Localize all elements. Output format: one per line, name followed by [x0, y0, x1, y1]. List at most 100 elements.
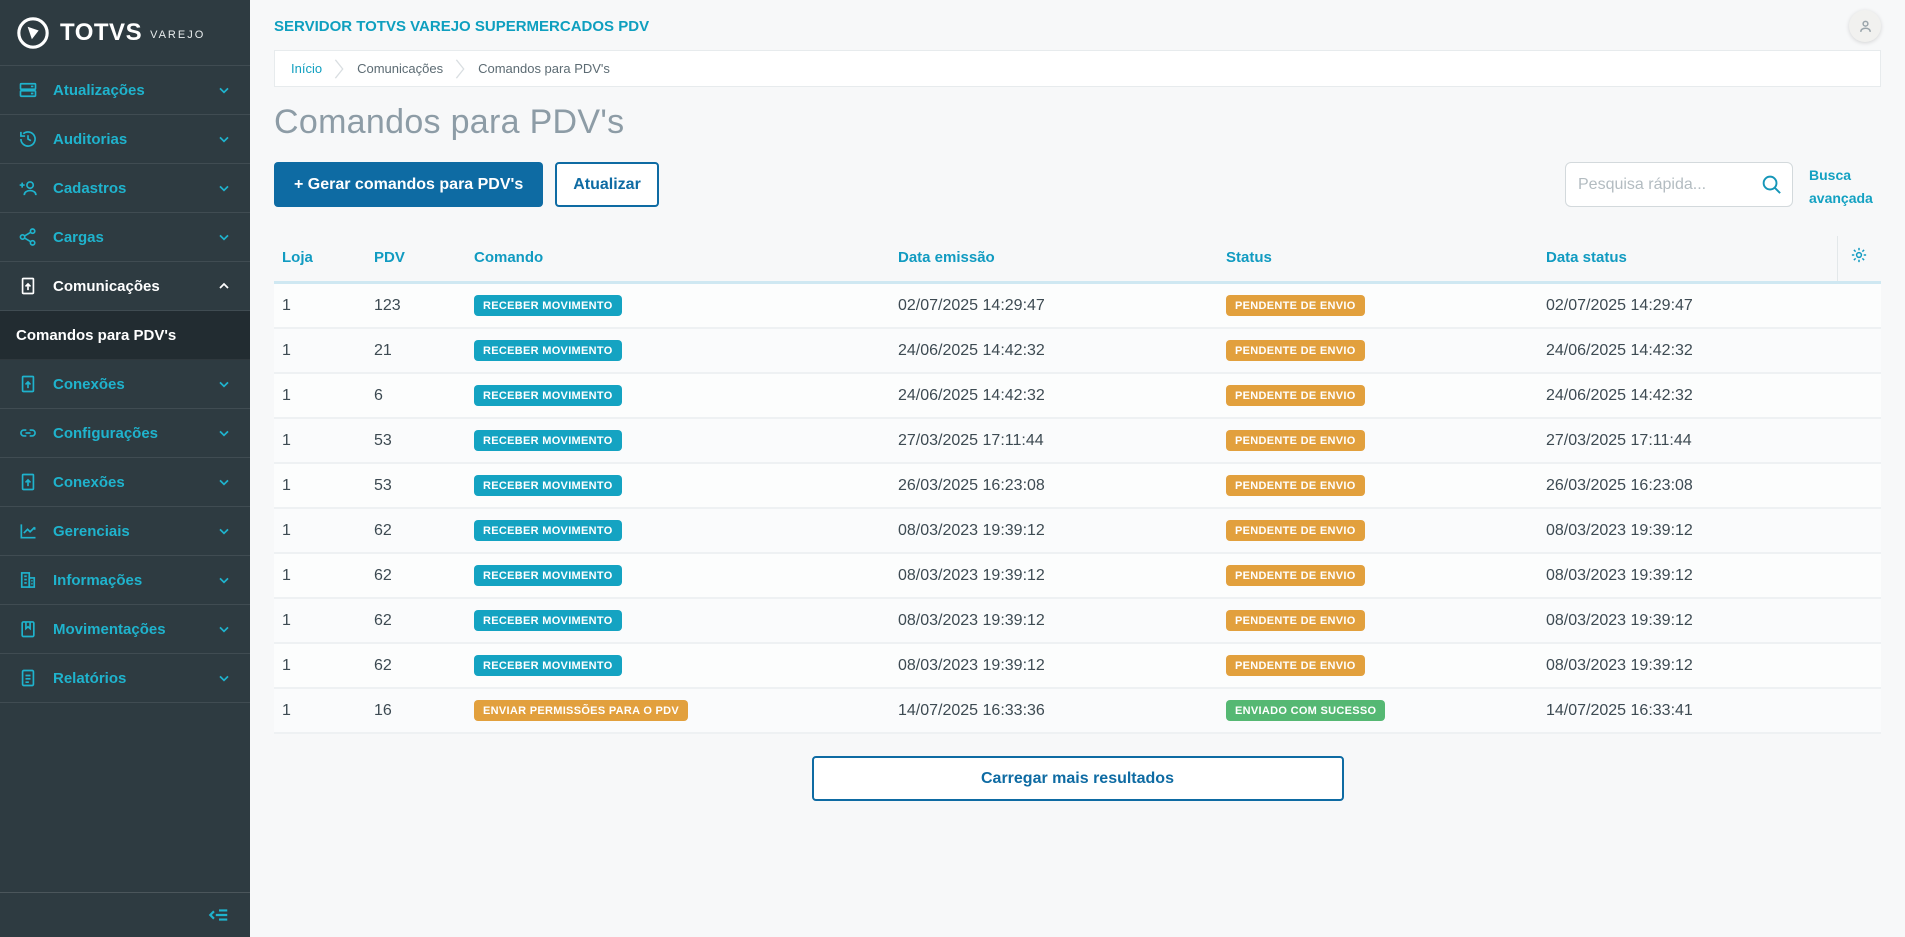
cell-loja: 1	[274, 463, 366, 510]
chart-icon	[18, 521, 38, 541]
table-row[interactable]: 1 6 RECEBER MOVIMENTO 24/06/2025 14:42:32 PE…	[274, 373, 1881, 420]
sidebar-item-movimentacoes[interactable]: Movimentações	[0, 605, 250, 654]
brand-name: TOTVS	[60, 18, 143, 46]
cell-loja: 1	[274, 508, 366, 555]
table-row[interactable]: 1 53 RECEBER MOVIMENTO 27/03/2025 17:11:44 P…	[274, 418, 1881, 465]
search-icon[interactable]	[1760, 173, 1783, 196]
cell-status: PENDENTE DE ENVIO	[1218, 282, 1538, 330]
search-input[interactable]	[1565, 162, 1793, 207]
sidebar-item-conexoes-2[interactable]: Conexões	[0, 458, 250, 507]
cell-comando-badge: RECEBER MOVIMENTO	[474, 520, 622, 542]
main-content: SERVIDOR TOTVS VAREJO SUPERMERCADOS PDV …	[250, 0, 1905, 937]
breadcrumb-item-0[interactable]: Início	[291, 61, 323, 76]
breadcrumb-separator-icon	[455, 58, 466, 80]
cell-data-emissao: 02/07/2025 14:29:47	[890, 282, 1218, 330]
cell-status: PENDENTE DE ENVIO	[1218, 463, 1538, 510]
avatar[interactable]	[1849, 10, 1881, 42]
breadcrumb-item-2[interactable]: Comandos para PDV's	[478, 61, 610, 76]
breadcrumb-item-1[interactable]: Comunicações	[357, 61, 444, 76]
topbar: SERVIDOR TOTVS VAREJO SUPERMERCADOS PDV	[274, 0, 1881, 46]
sidebar: TOTVS VAREJO Atualizações Auditorias Cad…	[0, 0, 250, 937]
chevron-down-icon	[216, 670, 232, 686]
sidebar-item-comunicacoes[interactable]: Comunicações	[0, 262, 250, 311]
sidebar-item-informacoes[interactable]: Informações	[0, 556, 250, 605]
column-header-1[interactable]: PDV	[366, 236, 466, 285]
user-plus-icon	[18, 178, 38, 198]
column-header-3[interactable]: Data emissão	[890, 236, 1218, 285]
cell-actions	[1837, 688, 1881, 735]
generate-commands-button[interactable]: + Gerar comandos para PDV's	[274, 162, 544, 207]
table-row[interactable]: 1 16 ENVIAR PERMISSÕES PARA O PDV 14/07/202…	[274, 688, 1881, 735]
table-row[interactable]: 1 62 RECEBER MOVIMENTO 08/03/2023 19:39:12 P…	[274, 553, 1881, 600]
cell-data-emissao: 26/03/2025 16:23:08	[890, 463, 1218, 510]
cell-loja: 1	[274, 373, 366, 420]
chevron-down-icon	[216, 82, 232, 98]
sidebar-item-cadastros[interactable]: Cadastros	[0, 164, 250, 213]
gear-icon[interactable]	[1850, 246, 1868, 264]
cell-data-status: 08/03/2023 19:39:12	[1538, 598, 1837, 645]
sidebar-item-gerenciais[interactable]: Gerenciais	[0, 507, 250, 556]
cell-pdv: 62	[366, 598, 466, 645]
chevron-down-icon	[216, 523, 232, 539]
sidebar-item-conexoes[interactable]: Conexões	[0, 360, 250, 409]
cell-comando-badge: RECEBER MOVIMENTO	[474, 655, 622, 677]
building-icon	[18, 570, 38, 590]
sidebar-item-cargas[interactable]: Cargas	[0, 213, 250, 262]
cell-status-badge: PENDENTE DE ENVIO	[1226, 520, 1365, 542]
cell-status: PENDENTE DE ENVIO	[1218, 328, 1538, 375]
cell-pdv: 6	[366, 373, 466, 420]
cell-status-badge: PENDENTE DE ENVIO	[1226, 565, 1365, 587]
sidebar-item-label: Relatórios	[53, 669, 127, 687]
cell-comando-badge: RECEBER MOVIMENTO	[474, 610, 622, 632]
cell-data-emissao: 08/03/2023 19:39:12	[890, 508, 1218, 555]
cell-comando: RECEBER MOVIMENTO	[466, 282, 890, 330]
cell-status-badge: PENDENTE DE ENVIO	[1226, 655, 1365, 677]
cell-comando: RECEBER MOVIMENTO	[466, 328, 890, 375]
cell-loja: 1	[274, 688, 366, 735]
cell-comando-badge: RECEBER MOVIMENTO	[474, 295, 622, 317]
table-row[interactable]: 1 21 RECEBER MOVIMENTO 24/06/2025 14:42:32 P…	[274, 328, 1881, 375]
cell-pdv: 53	[366, 463, 466, 510]
table-row[interactable]: 1 62 RECEBER MOVIMENTO 08/03/2023 19:39:12 P…	[274, 598, 1881, 645]
cell-data-status: 08/03/2023 19:39:12	[1538, 508, 1837, 555]
column-header-2[interactable]: Comando	[466, 236, 890, 285]
sidebar-item-label: Gerenciais	[53, 522, 130, 540]
cell-data-status: 26/03/2025 16:23:08	[1538, 463, 1837, 510]
link-icon	[18, 423, 38, 443]
cell-data-emissao: 27/03/2025 17:11:44	[890, 418, 1218, 465]
cell-comando-badge: RECEBER MOVIMENTO	[474, 475, 622, 497]
brand-sub-name: VAREJO	[150, 28, 206, 41]
table-row[interactable]: 1 53 RECEBER MOVIMENTO 26/03/2025 16:23:08 P…	[274, 463, 1881, 510]
collapse-sidebar-icon[interactable]	[208, 904, 230, 926]
chevron-down-icon	[216, 229, 232, 245]
cell-comando: RECEBER MOVIMENTO	[466, 418, 890, 465]
sidebar-item-auditorias[interactable]: Auditorias	[0, 115, 250, 164]
column-header-5[interactable]: Data status	[1538, 236, 1837, 285]
column-header-4[interactable]: Status	[1218, 236, 1538, 285]
cell-comando: RECEBER MOVIMENTO	[466, 508, 890, 555]
book-icon	[18, 619, 38, 639]
sidebar-item-atualizacoes[interactable]: Atualizações	[0, 66, 250, 115]
sidebar-item-configuracoes[interactable]: Configurações	[0, 409, 250, 458]
cell-pdv: 53	[366, 418, 466, 465]
sidebar-subitem-comandos-para-pdvs[interactable]: Comandos para PDV's	[0, 311, 250, 360]
cell-status-badge: PENDENTE DE ENVIO	[1226, 475, 1365, 497]
cell-status: PENDENTE DE ENVIO	[1218, 643, 1538, 690]
column-header-0[interactable]: Loja	[274, 236, 366, 285]
table-row[interactable]: 1 62 RECEBER MOVIMENTO 08/03/2023 19:39:12 P…	[274, 643, 1881, 690]
sidebar-item-relatorios[interactable]: Relatórios	[0, 654, 250, 703]
cell-data-emissao: 24/06/2025 14:42:32	[890, 373, 1218, 420]
advanced-search-link[interactable]: Busca avançada	[1809, 167, 1873, 207]
cell-pdv: 16	[366, 688, 466, 735]
cell-actions	[1837, 553, 1881, 600]
totvs-logo: TOTVS VAREJO	[0, 0, 250, 66]
refresh-button[interactable]: Atualizar	[555, 162, 659, 207]
cell-comando: RECEBER MOVIMENTO	[466, 373, 890, 420]
breadcrumb-separator-icon	[334, 58, 345, 80]
table-row[interactable]: 1 123 RECEBER MOVIMENTO 02/07/2025 14:29:47…	[274, 282, 1881, 330]
chevron-down-icon	[216, 425, 232, 441]
table-row[interactable]: 1 62 RECEBER MOVIMENTO 08/03/2023 19:39:12 P…	[274, 508, 1881, 555]
load-more-button[interactable]: Carregar mais resultados	[811, 756, 1344, 802]
table-settings-cell	[1836, 236, 1881, 285]
cell-data-emissao: 08/03/2023 19:39:12	[890, 598, 1218, 645]
